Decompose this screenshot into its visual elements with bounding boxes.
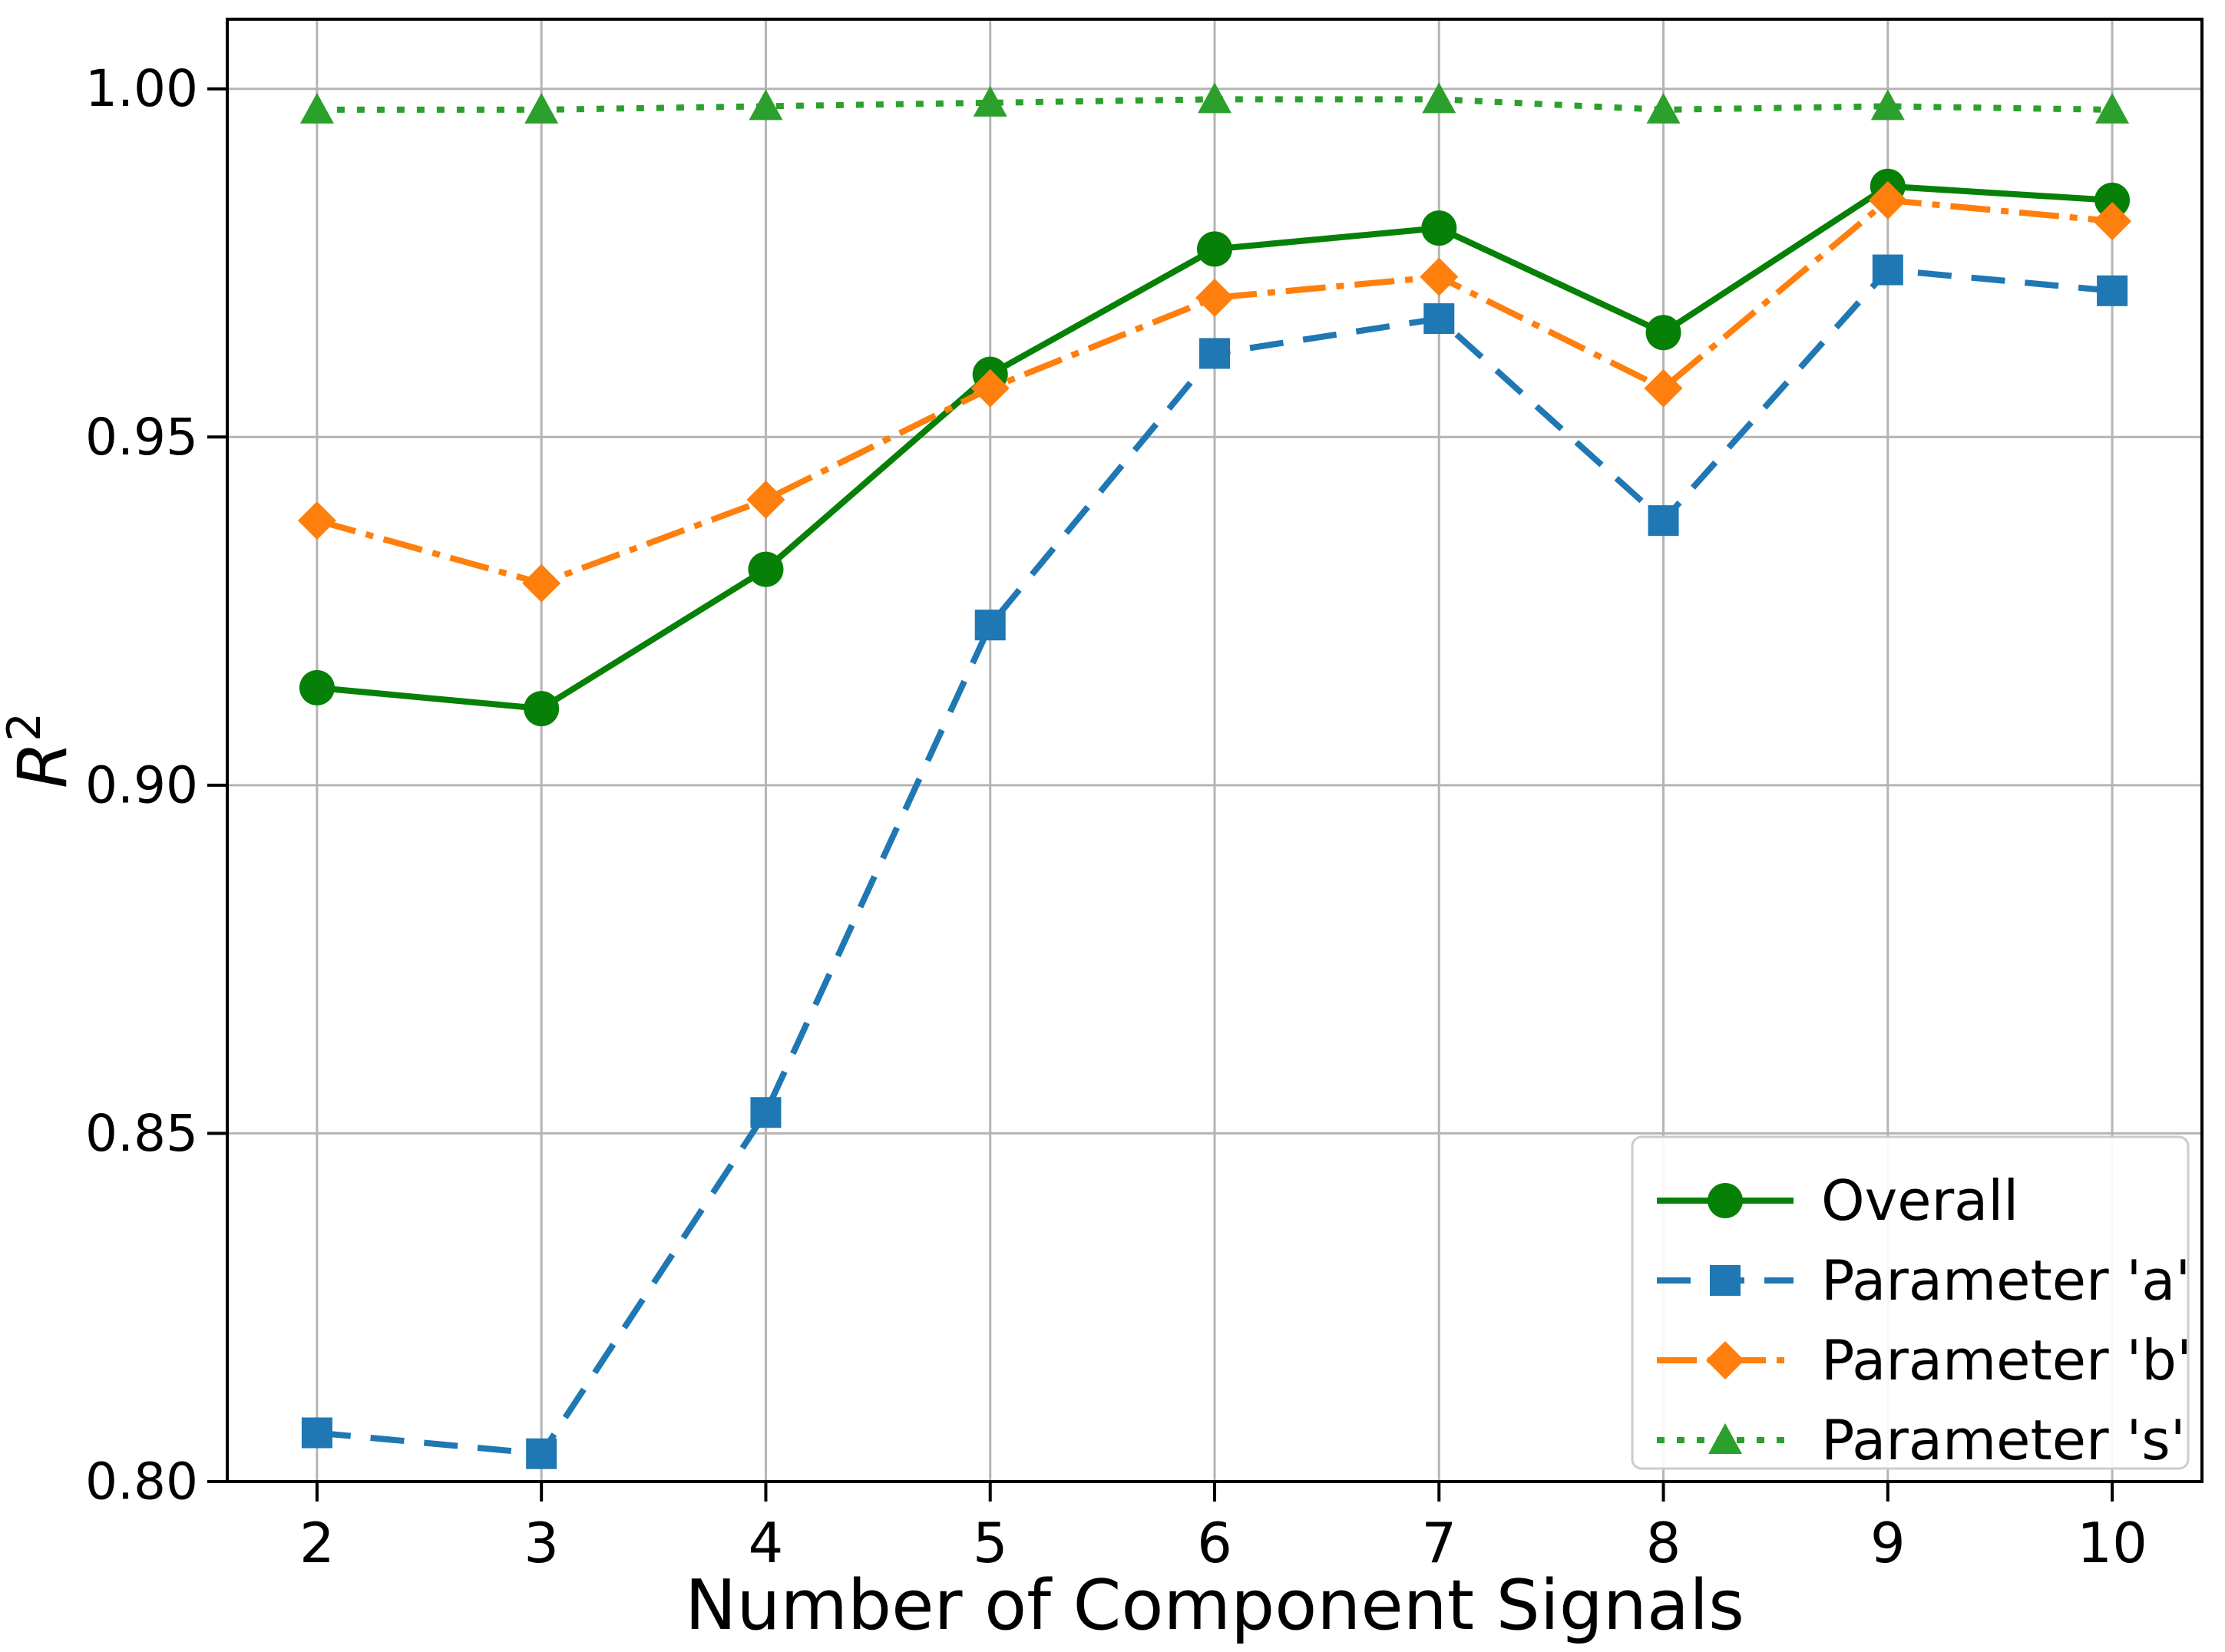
legend-label: Parameter 'b' bbox=[1821, 1328, 2192, 1393]
series-overall bbox=[299, 168, 2131, 727]
y-tick-label: 0.80 bbox=[85, 1452, 198, 1512]
data-point-marker bbox=[524, 92, 559, 124]
x-tick-label: 6 bbox=[1197, 1511, 1232, 1575]
data-point-marker bbox=[2093, 202, 2132, 241]
y-tick-label: 1.00 bbox=[85, 59, 198, 118]
x-tick-label: 3 bbox=[524, 1511, 559, 1575]
data-point-marker bbox=[1420, 257, 1459, 296]
data-point-marker bbox=[301, 1417, 332, 1449]
data-point-marker bbox=[970, 368, 1010, 408]
data-point-marker bbox=[1197, 231, 1232, 267]
data-point-marker bbox=[1868, 180, 1907, 220]
data-point-marker bbox=[1648, 505, 1679, 537]
data-point-marker bbox=[1870, 89, 1905, 121]
data-point-marker bbox=[1423, 303, 1455, 335]
data-point-marker bbox=[749, 89, 783, 121]
axis-labels: Number of Component Signals R2 bbox=[0, 712, 1744, 1646]
legend-box bbox=[1631, 1135, 2190, 1470]
y-tick-label: 0.95 bbox=[85, 408, 198, 467]
x-tick-label: 10 bbox=[2077, 1511, 2147, 1575]
data-point-marker bbox=[299, 669, 335, 705]
data-point-marker bbox=[974, 610, 1006, 641]
legend: Overall Parameter 'a' Parameter 'b' Paramet… bbox=[1631, 1135, 2192, 1472]
data-point-marker bbox=[746, 480, 785, 519]
legend-item: Parameter 'a' bbox=[1657, 1248, 2190, 1313]
x-tick-label: 7 bbox=[1421, 1511, 1456, 1575]
series-parameter-b bbox=[297, 180, 2132, 603]
data-point-marker bbox=[522, 563, 561, 603]
circle-icon bbox=[1708, 1183, 1743, 1218]
series bbox=[297, 82, 2132, 1469]
data-point-marker bbox=[2095, 92, 2130, 124]
series-line bbox=[316, 197, 2113, 586]
data-point-marker bbox=[2094, 182, 2131, 218]
y-tick-label: 0.90 bbox=[85, 755, 198, 814]
legend-item: Overall bbox=[1657, 1168, 2018, 1233]
data-point-marker bbox=[1645, 315, 1681, 351]
x-tick-label: 4 bbox=[749, 1511, 784, 1575]
data-point-marker bbox=[299, 92, 334, 124]
legend-label: Overall bbox=[1821, 1168, 2018, 1233]
data-point-marker bbox=[750, 1097, 782, 1128]
x-tick-label: 8 bbox=[1646, 1511, 1681, 1575]
data-point-marker bbox=[1644, 368, 1683, 408]
data-point-marker bbox=[524, 691, 560, 727]
legend-label: Parameter 's' bbox=[1821, 1408, 2186, 1472]
square-icon bbox=[1710, 1265, 1741, 1296]
series-parameter-a bbox=[301, 254, 2128, 1469]
triangle-icon bbox=[1708, 1423, 1742, 1454]
data-point-marker bbox=[973, 85, 1007, 117]
x-tick-label: 2 bbox=[299, 1511, 335, 1575]
data-point-marker bbox=[1646, 92, 1681, 124]
data-point-marker bbox=[1195, 278, 1234, 317]
x-axis-label: Number of Component Signals bbox=[685, 1565, 1744, 1646]
x-tick-label: 9 bbox=[1870, 1511, 1906, 1575]
data-point-marker bbox=[1872, 254, 1903, 286]
legend-item: Parameter 's' bbox=[1657, 1408, 2186, 1472]
y-tick-label: 0.85 bbox=[85, 1104, 198, 1163]
data-point-marker bbox=[1199, 338, 1230, 369]
data-point-marker bbox=[2097, 275, 2128, 306]
diamond-icon bbox=[1706, 1341, 1744, 1379]
data-point-marker bbox=[297, 501, 336, 540]
ticks: 1.00 0.95 0.90 0.85 0.80 2 3 4 5 6 7 8 9 10 bbox=[85, 59, 2147, 1575]
x-tick-label: 5 bbox=[973, 1511, 1008, 1575]
series-parameter-s bbox=[299, 82, 2130, 124]
legend-label: Parameter 'a' bbox=[1821, 1248, 2190, 1313]
data-point-marker bbox=[1422, 82, 1456, 114]
data-point-marker bbox=[1421, 210, 1457, 246]
data-point-marker bbox=[748, 551, 784, 587]
y-axis-label: R2 bbox=[0, 712, 82, 788]
data-point-marker bbox=[526, 1438, 557, 1469]
legend-item: Parameter 'b' bbox=[1657, 1328, 2192, 1393]
data-point-marker bbox=[1198, 82, 1232, 114]
